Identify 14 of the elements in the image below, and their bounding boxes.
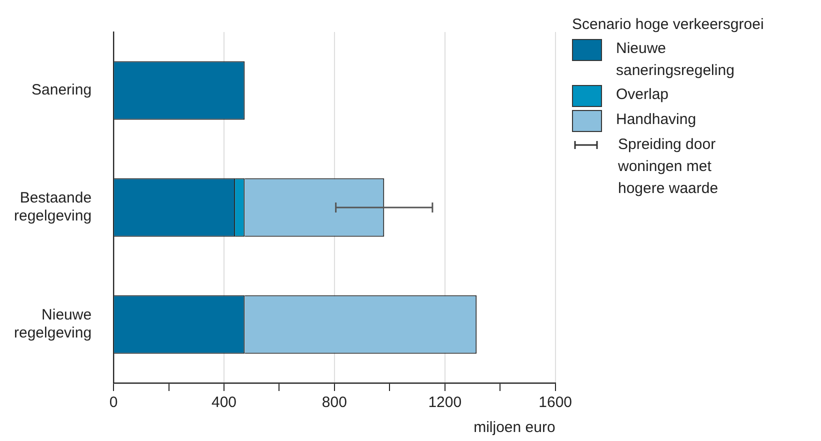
x-tick-label: 1600	[538, 394, 572, 412]
x-tick-label: 1200	[428, 394, 462, 412]
x-tick-label: 800	[322, 394, 347, 412]
y-tick-label: Sanering	[32, 82, 92, 99]
x-axis-title: miljoen euro	[474, 419, 556, 436]
legend-label: Overlap	[616, 85, 670, 105]
x-tick-label: 0	[109, 394, 118, 412]
text: Spreiding door woningen met hogere waarde	[618, 135, 720, 199]
legend-title: Scenario hoge verkeersgroei	[572, 15, 765, 35]
y-tick-label: Nieuwe regelgeving	[14, 306, 92, 342]
y-tick-label: Bestaande regelgeving	[14, 190, 92, 225]
legend-label: Handhaving	[616, 110, 698, 130]
legend-label: Nieuwe saneringsregeling	[616, 39, 736, 81]
x-tick-label: 400	[211, 394, 237, 412]
